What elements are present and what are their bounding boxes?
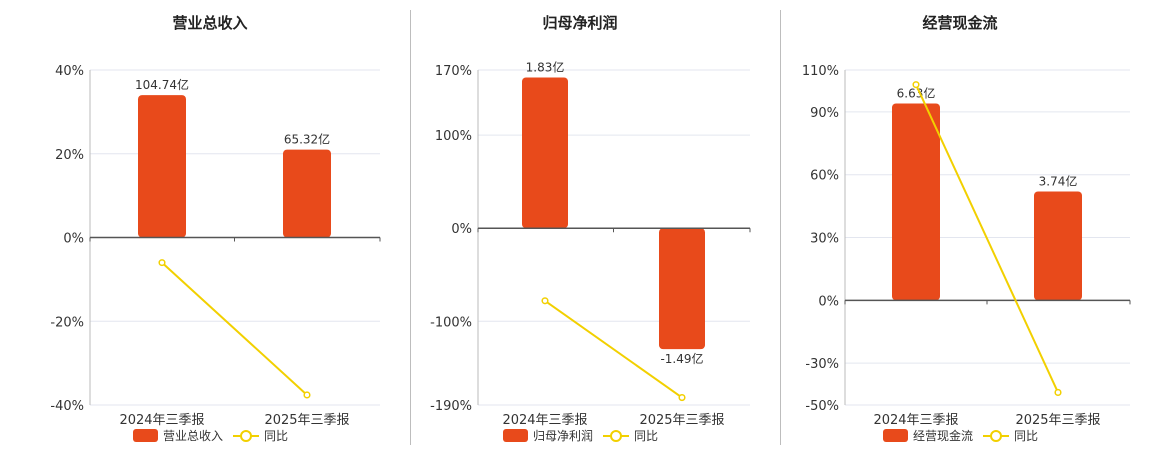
- bar-value-label: 1.83亿: [526, 59, 565, 74]
- bar: [659, 228, 705, 350]
- y-tick-label: 30%: [810, 232, 839, 247]
- chart-title: 经营现金流: [922, 14, 997, 32]
- x-tick-label: 2025年三季报: [264, 413, 349, 428]
- yoy-point: [541, 297, 549, 305]
- y-tick-label: 90%: [810, 106, 839, 121]
- bar-value-label: 6.63亿: [897, 86, 936, 101]
- yoy-point: [303, 391, 311, 399]
- legend-bar-label: 经营现金流: [913, 428, 973, 443]
- chart-panel-net-profit: 归母净利润 170% 100% 0% -100% -190% 1.83亿 -1.49亿 2024…: [410, 0, 780, 450]
- x-tick-label: 2025年三季报: [639, 413, 724, 428]
- chart-cash-flow: 经营现金流 110% 90% 60% 30% 0% -30% -50% 6.63亿 3.74亿 20…: [802, 14, 1131, 443]
- chart-panel-cash-flow: 经营现金流 110% 90% 60% 30% 0% -30% -50% 6.63亿 3.74亿 20…: [780, 0, 1160, 450]
- y-tick-label: -100%: [430, 315, 472, 330]
- chart-panel-revenue: 营业总收入 40% 20% 0% -20% -40% 104.74亿 65.32亿 2024年三…: [0, 0, 400, 450]
- y-tick-label: 110%: [802, 64, 839, 79]
- yoy-point: [1054, 388, 1062, 396]
- y-tick-label: -20%: [50, 315, 84, 330]
- y-tick-label: 100%: [435, 129, 472, 144]
- legend-line-marker: [610, 430, 622, 442]
- bar: [1034, 191, 1082, 301]
- legend-bar-swatch: [503, 429, 528, 442]
- yoy-point: [158, 259, 166, 267]
- legend-bar-label: 营业总收入: [163, 429, 223, 443]
- chart-title: 营业总收入: [172, 14, 247, 32]
- x-tick-label: 2024年三季报: [873, 413, 958, 428]
- x-tick-label: 2025年三季报: [1015, 413, 1100, 428]
- y-tick-label: 40%: [55, 64, 84, 79]
- y-tick-label: 170%: [435, 64, 472, 79]
- yoy-point: [678, 394, 686, 402]
- legend-line-marker: [240, 430, 252, 442]
- bar-value-label: 104.74亿: [135, 77, 189, 92]
- legend-bar-swatch: [133, 429, 158, 442]
- y-tick-label: -50%: [805, 399, 839, 414]
- legend-line-marker: [990, 430, 1002, 442]
- y-tick-label: 0%: [63, 232, 84, 247]
- panel-divider: [780, 10, 781, 445]
- y-tick-label: 20%: [55, 148, 84, 163]
- legend-bar-label: 归母净利润: [533, 429, 593, 443]
- bar: [892, 103, 940, 301]
- y-tick-label: -30%: [805, 357, 839, 372]
- y-tick-label: 0%: [451, 222, 472, 237]
- legend-line-label: 同比: [264, 429, 288, 443]
- yoy-line: [915, 84, 1059, 393]
- bar: [283, 149, 331, 238]
- yoy-line: [544, 299, 683, 399]
- y-tick-label: 0%: [818, 294, 839, 309]
- legend-bar-swatch: [883, 429, 908, 442]
- legend-line-label: 同比: [1014, 429, 1038, 443]
- bar: [522, 77, 568, 229]
- yoy-point: [912, 81, 920, 89]
- chart-title: 归母净利润: [542, 14, 617, 32]
- panel-divider: [410, 10, 411, 445]
- bar-value-label: -1.49亿: [660, 351, 703, 366]
- x-tick-label: 2024年三季报: [502, 413, 587, 428]
- yoy-line: [161, 261, 308, 396]
- y-tick-label: -190%: [430, 399, 472, 414]
- y-tick-label: -40%: [50, 399, 84, 414]
- bar: [138, 95, 186, 238]
- bar-value-label: 3.74亿: [1039, 173, 1078, 188]
- bar-value-label: 65.32亿: [284, 132, 330, 147]
- chart-net-profit: 归母净利润 170% 100% 0% -100% -190% 1.83亿 -1.49亿 2024…: [430, 14, 751, 443]
- legend-line-label: 同比: [634, 429, 658, 443]
- chart-revenue: 营业总收入 40% 20% 0% -20% -40% 104.74亿 65.32亿 2024年三…: [50, 14, 381, 443]
- x-tick-label: 2024年三季报: [119, 413, 204, 428]
- y-tick-label: 60%: [810, 169, 839, 184]
